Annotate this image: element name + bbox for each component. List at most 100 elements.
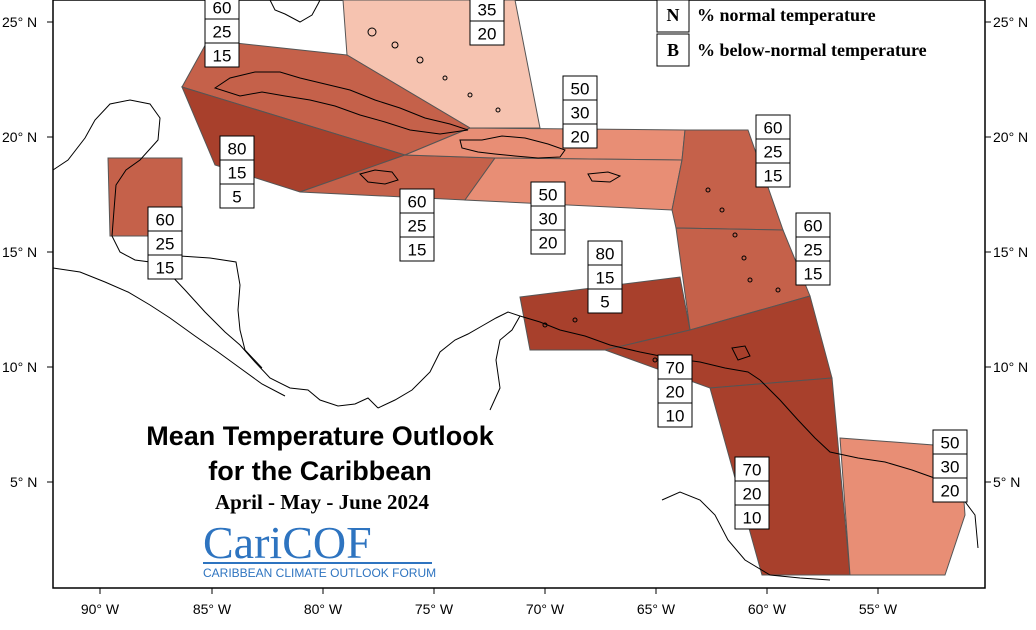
legend-key-box-n <box>656 0 690 33</box>
label-cell <box>469 20 505 46</box>
label-value: 15 <box>596 269 615 288</box>
x-axis: 90° W 85° W 80° W 75° W 70° W 65° W 60° … <box>81 588 898 617</box>
label-cell <box>399 188 435 214</box>
label-cell <box>795 260 831 286</box>
y-tick-label-right: 20° N <box>993 129 1028 145</box>
island-dot <box>741 255 747 261</box>
coastline-florida <box>269 0 321 23</box>
label-value: 25 <box>764 143 783 162</box>
label-value: 80 <box>596 245 615 264</box>
title-line-1: Mean Temperature Outlook <box>146 421 495 451</box>
island-dot <box>732 232 738 238</box>
coastline-puerto-rico <box>587 171 622 183</box>
label-value: 60 <box>213 0 232 18</box>
x-tick-label: 70° W <box>526 601 565 617</box>
label-box-belize: 60 25 15 <box>147 206 183 280</box>
label-box-abc-islands: 80 15 5 <box>587 240 623 314</box>
island-dots <box>367 27 781 363</box>
label-value: 10 <box>743 509 762 528</box>
label-cell <box>219 183 255 209</box>
label-cell <box>657 402 693 428</box>
island-dot <box>495 107 501 113</box>
x-tick-label: 80° W <box>304 601 343 617</box>
x-tick-label: 90° W <box>81 601 120 617</box>
label-cell <box>587 264 623 290</box>
island-dot <box>719 207 725 213</box>
label-cell <box>530 229 566 255</box>
coastline-panama <box>377 311 521 411</box>
label-box-french-guiana: 50 30 20 <box>932 429 968 503</box>
coastline-jamaica <box>359 169 399 185</box>
label-box-trinidad: 70 20 10 <box>657 354 693 428</box>
legend-text-n: % normal temperature <box>697 5 876 25</box>
y-axis-left: 25° N 20° N 15° N 10° N 5° N <box>2 14 53 490</box>
label-cell <box>530 181 566 207</box>
coastline-central-america <box>52 99 379 409</box>
label-cell <box>399 236 435 262</box>
label-value: 30 <box>539 210 558 229</box>
y-tick-label-left: 25° N <box>2 14 37 30</box>
label-value: 15 <box>408 241 427 260</box>
label-value: 15 <box>228 164 247 183</box>
label-value: 80 <box>228 140 247 159</box>
y-tick-label-left: 10° N <box>2 359 37 375</box>
label-value: 70 <box>743 461 762 480</box>
label-cell <box>587 288 623 314</box>
label-cell <box>204 18 240 44</box>
x-tick-label: 65° W <box>637 601 676 617</box>
label-cell <box>795 236 831 262</box>
label-value: 20 <box>478 25 497 44</box>
label-value: 15 <box>156 259 175 278</box>
label-box-puerto-rico: 50 30 20 <box>530 181 566 255</box>
label-value: 25 <box>408 217 427 236</box>
label-cell <box>932 477 968 503</box>
coastline-trinidad <box>731 345 751 361</box>
label-box-windward-islands: 60 25 15 <box>795 212 831 286</box>
label-cell <box>657 378 693 404</box>
island-dot <box>705 187 711 193</box>
label-value: 15 <box>764 167 783 186</box>
label-value: 20 <box>539 234 558 253</box>
y-tick-label-right: 15° N <box>993 244 1028 260</box>
island-dot <box>572 317 578 323</box>
label-cell <box>755 162 791 188</box>
label-value: 25 <box>213 23 232 42</box>
legend-text-b: % below-normal temperature <box>697 40 927 60</box>
label-value: 20 <box>666 383 685 402</box>
title-line-2: for the Caribbean <box>208 456 432 486</box>
coastline-cuba <box>213 71 469 135</box>
title-period: April - May - June 2024 <box>215 490 430 514</box>
label-value: 5 <box>232 188 241 207</box>
y-tick-label-right: 10° N <box>993 359 1028 375</box>
y-tick-label-left: 20° N <box>2 129 37 145</box>
label-value: 5 <box>600 293 609 312</box>
island-dot <box>442 75 448 81</box>
x-tick-label: 75° W <box>415 601 454 617</box>
label-value: 15 <box>213 47 232 66</box>
label-cell <box>932 453 968 479</box>
label-value: 70 <box>666 359 685 378</box>
label-value: 15 <box>804 265 823 284</box>
logo-name: CariCOF <box>203 517 372 568</box>
island-dot <box>391 41 399 49</box>
label-cell <box>734 504 770 530</box>
label-value: 50 <box>539 186 558 205</box>
label-value: 35 <box>478 1 497 20</box>
label-value: 50 <box>571 80 590 99</box>
label-cell <box>755 138 791 164</box>
label-value: 25 <box>156 235 175 254</box>
label-box-cuba-central: 80 15 5 <box>219 135 255 209</box>
y-tick-label-left: 5° N <box>10 474 37 490</box>
y-tick-label-right: 25° N <box>993 14 1028 30</box>
label-cell <box>657 354 693 380</box>
label-value: 60 <box>156 211 175 230</box>
label-value: 50 <box>941 434 960 453</box>
label-value: 60 <box>764 119 783 138</box>
legend: N % normal temperature B % below-normal … <box>656 0 927 67</box>
legend-key-box-b <box>656 33 690 67</box>
label-cell <box>530 205 566 231</box>
label-value: 10 <box>666 407 685 426</box>
y-axis-right: 25° N 20° N 15° N 10° N 5° N <box>985 14 1028 490</box>
legend-key-n: N <box>667 5 680 25</box>
